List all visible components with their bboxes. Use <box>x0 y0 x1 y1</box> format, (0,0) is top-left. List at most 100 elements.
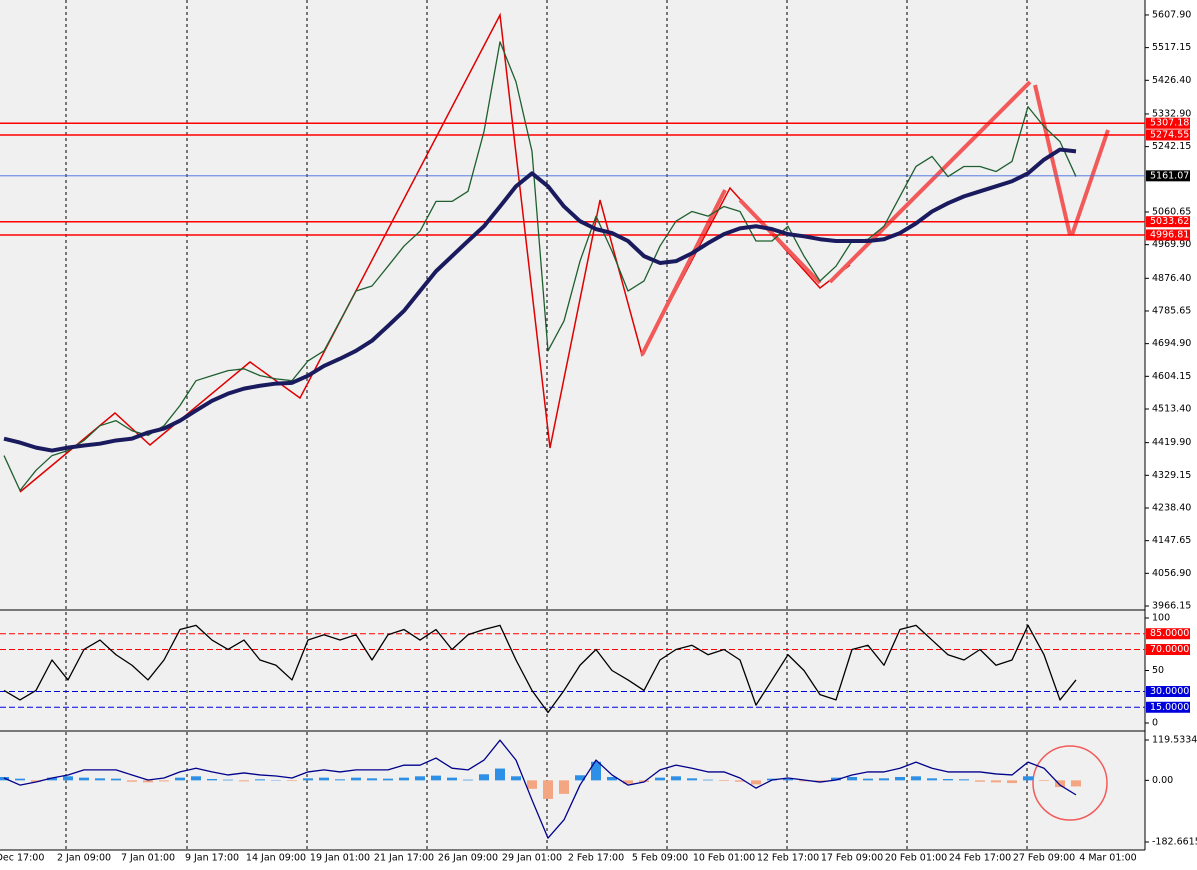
x-tick-label: 27 Feb 09:00 <box>1013 853 1075 864</box>
histogram-bar <box>191 776 201 780</box>
histogram-bar <box>751 780 761 784</box>
x-tick-label: 10 Feb 01:00 <box>693 853 755 864</box>
y-tick-label: -182.6615 <box>1152 837 1197 848</box>
histogram-bar <box>287 780 297 781</box>
level-label: 5033.62 <box>1150 216 1189 227</box>
last-price-label: 5161.07 <box>1150 170 1189 181</box>
x-tick-label: Dec 17:00 <box>0 853 44 864</box>
histogram-bar <box>527 780 537 788</box>
x-tick-label: 5 Feb 09:00 <box>632 853 688 864</box>
histogram-bar <box>655 778 665 781</box>
histogram-bar <box>15 779 25 781</box>
histogram-bar <box>367 778 377 780</box>
histogram-bar <box>1039 780 1049 781</box>
y-tick-label: 4147.65 <box>1152 535 1191 546</box>
histogram-bar <box>719 780 729 781</box>
histogram-bar <box>127 780 137 781</box>
histogram-bar <box>847 777 857 780</box>
histogram-bar <box>239 780 249 781</box>
histogram-bar <box>879 778 889 780</box>
level-label: 4996.81 <box>1150 229 1189 240</box>
histogram-bar <box>351 778 361 781</box>
histogram-bar <box>1071 780 1081 786</box>
y-tick-label: 100 <box>1152 612 1170 623</box>
x-tick-label: 26 Jan 09:00 <box>438 853 498 864</box>
x-tick-label: 19 Jan 01:00 <box>310 853 370 864</box>
histogram-bar <box>63 776 73 780</box>
histogram-bar <box>447 778 457 781</box>
histogram-bar <box>319 778 329 781</box>
y-tick-label: 4238.40 <box>1152 502 1191 513</box>
y-tick-label: 0.00 <box>1152 775 1173 786</box>
y-tick-label: 4694.90 <box>1152 338 1191 349</box>
level-label: 5307.18 <box>1150 118 1189 129</box>
histogram-bar <box>975 780 985 781</box>
histogram-bar <box>495 769 505 781</box>
x-tick-label: 12 Feb 17:00 <box>757 853 819 864</box>
level-label: 70.0000 <box>1150 644 1189 655</box>
y-tick-label: 5607.90 <box>1152 9 1191 20</box>
histogram-bar <box>175 778 185 781</box>
y-tick-label: 4876.40 <box>1152 273 1191 284</box>
histogram-bar <box>255 779 265 780</box>
x-tick-label: 4 Mar 01:00 <box>1079 853 1136 864</box>
histogram-bar <box>991 780 1001 782</box>
x-tick-label: 17 Feb 09:00 <box>821 853 883 864</box>
histogram-bar <box>303 778 313 780</box>
y-tick-label: 4056.90 <box>1152 568 1191 579</box>
histogram-bar <box>399 778 409 781</box>
histogram-bar <box>895 777 905 780</box>
x-tick-label: 2 Feb 17:00 <box>568 853 624 864</box>
histogram-bar <box>335 779 345 780</box>
histogram-bar <box>559 780 569 794</box>
y-tick-label: 4329.15 <box>1152 470 1191 481</box>
x-tick-label: 29 Jan 01:00 <box>502 853 562 864</box>
x-tick-label: 20 Feb 01:00 <box>885 853 947 864</box>
y-tick-label: 119.5334 <box>1152 735 1197 746</box>
level-label: 5274.55 <box>1150 129 1189 140</box>
y-tick-label: 3966.15 <box>1152 601 1191 612</box>
y-tick-label: 5517.15 <box>1152 42 1191 53</box>
y-tick-label: 0 <box>1152 718 1158 729</box>
histogram-bar <box>927 778 937 780</box>
histogram-bar <box>79 778 89 781</box>
x-tick-label: 21 Jan 17:00 <box>374 853 434 864</box>
y-tick-label: 4513.40 <box>1152 403 1191 414</box>
level-label: 85.0000 <box>1150 628 1189 639</box>
histogram-bar <box>687 778 697 780</box>
level-label: 15.0000 <box>1150 702 1189 713</box>
y-tick-label: 4969.90 <box>1152 239 1191 250</box>
histogram-bar <box>95 778 105 780</box>
histogram-bar <box>911 776 921 780</box>
y-tick-label: 5426.40 <box>1152 75 1191 86</box>
y-tick-label: 5242.15 <box>1152 141 1191 152</box>
histogram-bar <box>959 779 969 780</box>
x-tick-label: 2 Jan 09:00 <box>57 853 111 864</box>
level-label: 30.0000 <box>1150 686 1189 697</box>
histogram-bar <box>863 779 873 781</box>
histogram-bar <box>479 774 489 780</box>
histogram-bar <box>703 780 713 781</box>
histogram-bar <box>159 780 169 781</box>
x-tick-label: 24 Feb 17:00 <box>949 853 1011 864</box>
histogram-bar <box>943 779 953 780</box>
y-tick-label: 4419.90 <box>1152 437 1191 448</box>
histogram-bar <box>383 779 393 781</box>
x-tick-label: 9 Jan 17:00 <box>185 853 239 864</box>
histogram-bar <box>783 779 793 780</box>
x-tick-label: 14 Jan 09:00 <box>246 853 306 864</box>
histogram-bar <box>415 776 425 780</box>
x-tick-label: 7 Jan 01:00 <box>121 853 175 864</box>
histogram-bar <box>223 780 233 781</box>
histogram-bar <box>463 780 473 781</box>
histogram-bar <box>207 779 217 780</box>
histogram-bar <box>1023 776 1033 780</box>
histogram-bar <box>543 780 553 799</box>
histogram-bar <box>671 776 681 780</box>
y-tick-label: 4785.65 <box>1152 305 1191 316</box>
y-tick-label: 4604.15 <box>1152 371 1191 382</box>
histogram-bar <box>111 779 121 781</box>
histogram-bar <box>431 776 441 781</box>
y-tick-label: 50 <box>1152 665 1164 676</box>
